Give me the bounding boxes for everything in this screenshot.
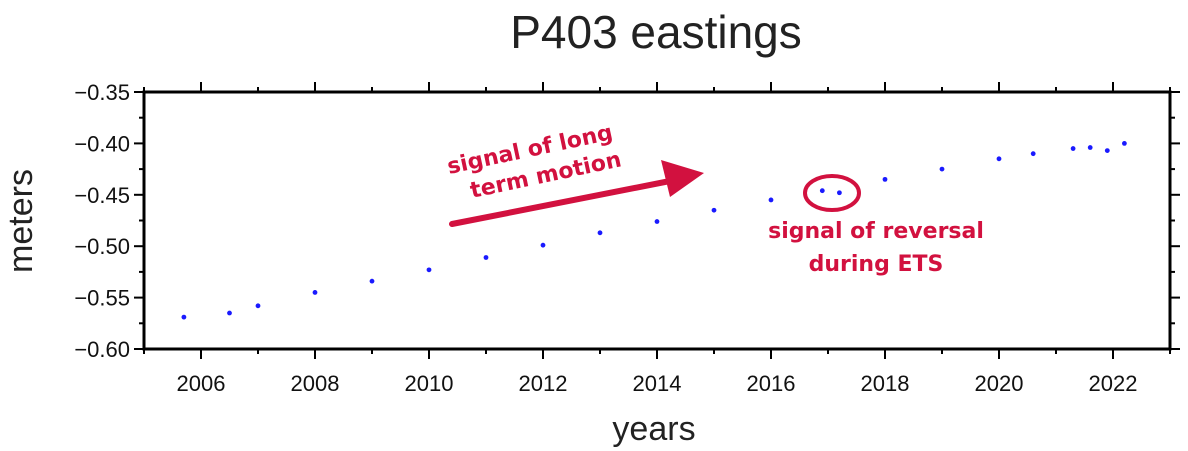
annotation-reversal-1: signal of reversal xyxy=(768,219,984,244)
x-tick-label: 2012 xyxy=(519,371,568,396)
x-tick-label: 2014 xyxy=(633,371,682,396)
data-point xyxy=(1030,151,1036,157)
x-tick-label: 2020 xyxy=(975,371,1024,396)
y-tick-label: −0.50 xyxy=(74,234,130,259)
data-point xyxy=(181,314,187,320)
x-tick-label: 2016 xyxy=(747,371,796,396)
x-tick-label: 2018 xyxy=(861,371,910,396)
x-tick-label: 2022 xyxy=(1089,371,1138,396)
data-point xyxy=(711,207,717,213)
data-point xyxy=(540,242,546,248)
x-tick-label: 2008 xyxy=(291,371,340,396)
data-point xyxy=(483,255,489,260)
data-point xyxy=(882,176,888,182)
data-point xyxy=(1087,145,1093,150)
data-point xyxy=(255,303,261,309)
data-point xyxy=(1070,146,1076,151)
data-point xyxy=(837,190,842,196)
y-tick-label: −0.60 xyxy=(74,337,130,362)
axis-ticks: 2006 2008 2010 2012 2014 2016 2018 2020 2022 −0.3… xyxy=(74,80,1180,396)
x-axis-label: years xyxy=(612,410,695,448)
data-point xyxy=(939,166,945,172)
data-points xyxy=(181,141,1127,320)
data-point xyxy=(819,188,825,194)
y-tick-label: −0.45 xyxy=(74,183,130,208)
y-tick-label: −0.35 xyxy=(74,80,130,105)
x-tick-label: 2010 xyxy=(405,371,454,396)
plot-frame xyxy=(142,90,1172,351)
data-point xyxy=(597,230,603,236)
data-point xyxy=(1104,148,1110,153)
data-point xyxy=(369,278,375,284)
long-term-arrow-head-icon xyxy=(661,160,704,197)
data-point xyxy=(654,219,660,224)
data-point xyxy=(227,310,232,316)
chart-title: P403 eastings xyxy=(510,6,802,58)
data-point xyxy=(768,197,774,203)
data-point xyxy=(996,156,1002,162)
long-term-arrow-shaft xyxy=(449,178,673,227)
data-point xyxy=(426,267,432,273)
data-point xyxy=(312,290,318,295)
reversal-circle-icon xyxy=(803,174,861,212)
data-point xyxy=(1122,141,1127,146)
x-tick-label: 2006 xyxy=(177,371,226,396)
annotation-reversal-2: during ETS xyxy=(809,252,944,277)
y-tick-label: −0.55 xyxy=(74,286,130,311)
y-tick-label: −0.40 xyxy=(74,131,130,156)
y-axis-label: meters xyxy=(2,169,40,273)
